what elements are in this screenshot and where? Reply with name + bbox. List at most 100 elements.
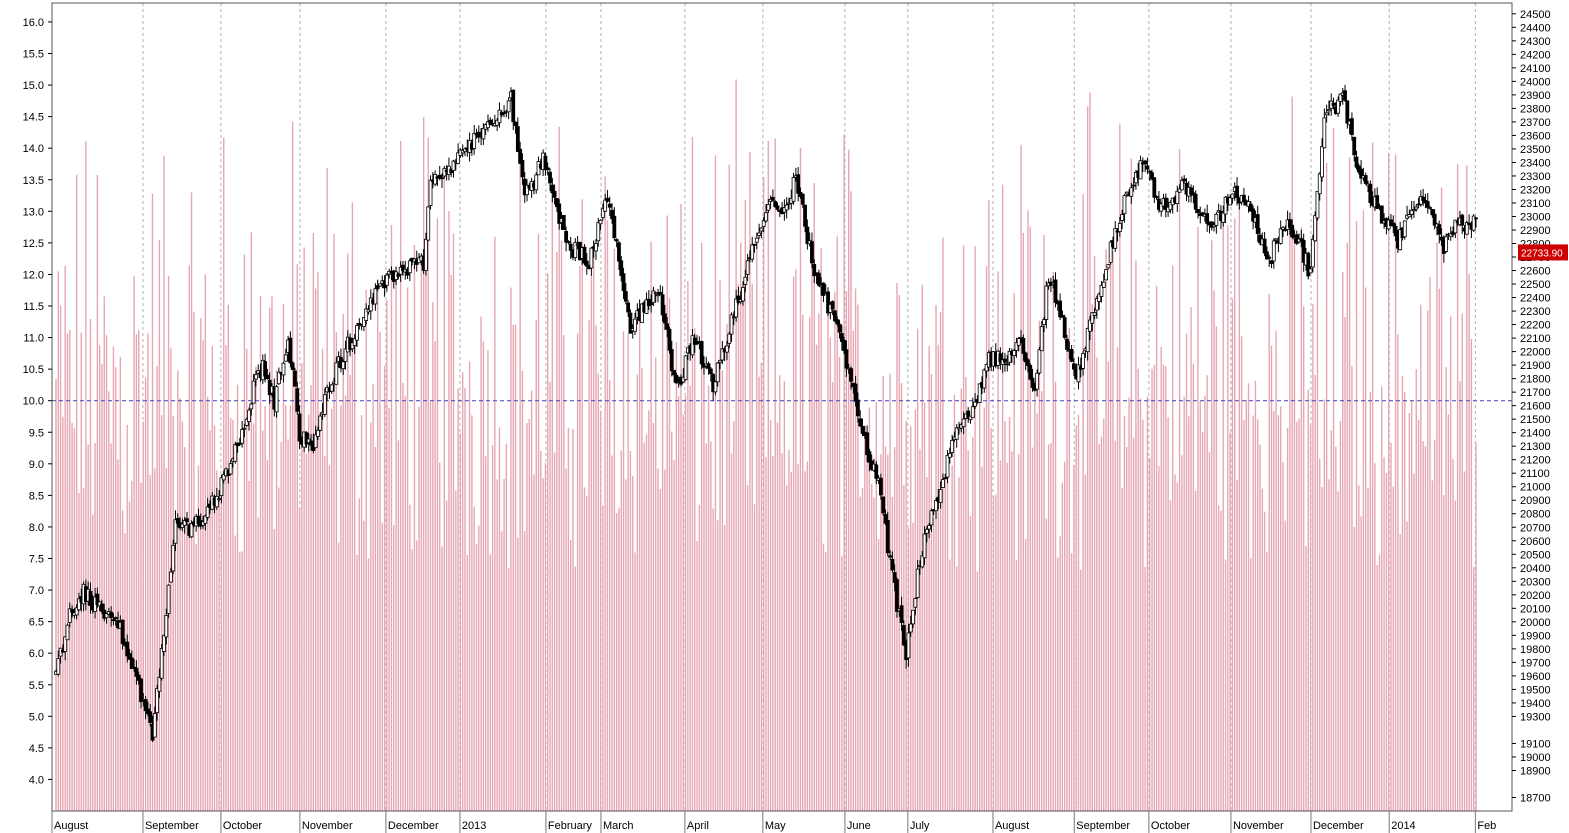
candle xyxy=(1324,104,1329,123)
candle-body xyxy=(129,657,134,669)
candle xyxy=(316,426,320,440)
candle xyxy=(656,288,660,303)
candle-body xyxy=(1154,196,1159,199)
candle xyxy=(1432,209,1437,230)
candle xyxy=(74,604,79,620)
candle xyxy=(283,348,288,362)
candle-body xyxy=(842,339,847,351)
candle xyxy=(297,405,302,450)
candle-body xyxy=(1163,197,1168,211)
candle-body xyxy=(1221,212,1226,223)
x-tick-label: October xyxy=(1151,820,1190,832)
candle-body xyxy=(731,316,736,319)
candle xyxy=(835,316,840,327)
last-price-tag-text: 22733.90 xyxy=(1521,248,1563,259)
candle-body xyxy=(1106,264,1111,269)
candle-body xyxy=(120,619,125,645)
candle xyxy=(1037,346,1042,375)
candle xyxy=(856,392,860,423)
candle xyxy=(1060,310,1065,318)
x-tick-label: February xyxy=(548,820,593,832)
right-tick-label: 23000 xyxy=(1520,211,1551,223)
candle xyxy=(217,489,222,502)
candle xyxy=(1248,201,1253,212)
candle xyxy=(518,141,523,164)
candle xyxy=(764,204,768,223)
candle xyxy=(943,473,948,480)
x-tick-label: November xyxy=(302,820,353,832)
candle-body xyxy=(1223,196,1228,215)
candle xyxy=(384,273,389,292)
candle xyxy=(95,587,100,608)
candle xyxy=(361,316,366,332)
candle xyxy=(1230,193,1235,204)
candle-body xyxy=(513,121,518,127)
candle xyxy=(669,340,674,377)
candle xyxy=(63,636,68,661)
candle-body xyxy=(295,388,300,412)
candle-body xyxy=(162,635,166,652)
candle xyxy=(826,287,830,317)
candle-body xyxy=(1062,317,1067,338)
candle-body xyxy=(1379,205,1384,224)
candle-body xyxy=(293,370,297,387)
right-tick-label: 20400 xyxy=(1520,563,1551,575)
candle xyxy=(1131,177,1136,192)
candle-body xyxy=(858,418,863,427)
candle-body xyxy=(550,184,555,194)
x-tick-label: March xyxy=(603,820,634,832)
candle xyxy=(171,539,176,575)
candle xyxy=(1242,187,1246,206)
candle-body xyxy=(573,242,578,258)
candle xyxy=(1352,136,1357,162)
candle xyxy=(134,660,139,685)
candle-body xyxy=(472,132,477,149)
candle-body xyxy=(653,292,658,295)
candle xyxy=(433,170,438,187)
candle-body xyxy=(373,288,378,305)
candle xyxy=(1409,200,1414,220)
candle-body xyxy=(1189,187,1193,195)
candle xyxy=(982,368,987,393)
candle-body xyxy=(1315,191,1320,219)
candle xyxy=(1012,348,1017,366)
candle-body xyxy=(1039,326,1044,352)
candle xyxy=(486,114,490,132)
candle-body xyxy=(1425,201,1430,208)
candle-body xyxy=(1042,319,1046,326)
candle xyxy=(1081,351,1085,376)
candle-body xyxy=(660,294,665,316)
candle-body xyxy=(1122,195,1127,215)
price-candles xyxy=(54,84,1478,743)
right-tick-label: 21200 xyxy=(1520,455,1551,467)
candle xyxy=(1182,175,1187,184)
candle-body xyxy=(555,198,559,208)
candle-body xyxy=(754,237,759,243)
plot-frame xyxy=(51,2,1513,812)
candle xyxy=(552,184,557,205)
candle xyxy=(1439,228,1444,246)
candle xyxy=(1308,265,1313,274)
candle-body xyxy=(669,349,674,372)
candle-body xyxy=(274,386,279,413)
candle xyxy=(892,564,897,592)
candle-body xyxy=(67,608,72,623)
candle xyxy=(355,322,359,348)
candle xyxy=(65,623,70,641)
candle xyxy=(885,511,890,557)
candle-body xyxy=(1338,93,1343,102)
candle-body xyxy=(596,222,601,242)
candle xyxy=(545,162,550,176)
candle-body xyxy=(175,518,180,524)
candle-body xyxy=(1308,268,1313,274)
candle xyxy=(605,189,610,203)
candle xyxy=(720,341,725,365)
candle-body xyxy=(164,615,169,638)
candle xyxy=(1393,223,1398,241)
candle-body xyxy=(1030,377,1035,388)
candle xyxy=(1336,96,1341,117)
candle xyxy=(550,177,555,203)
candle xyxy=(895,577,899,618)
candle-body xyxy=(518,148,523,164)
candle xyxy=(175,513,180,528)
